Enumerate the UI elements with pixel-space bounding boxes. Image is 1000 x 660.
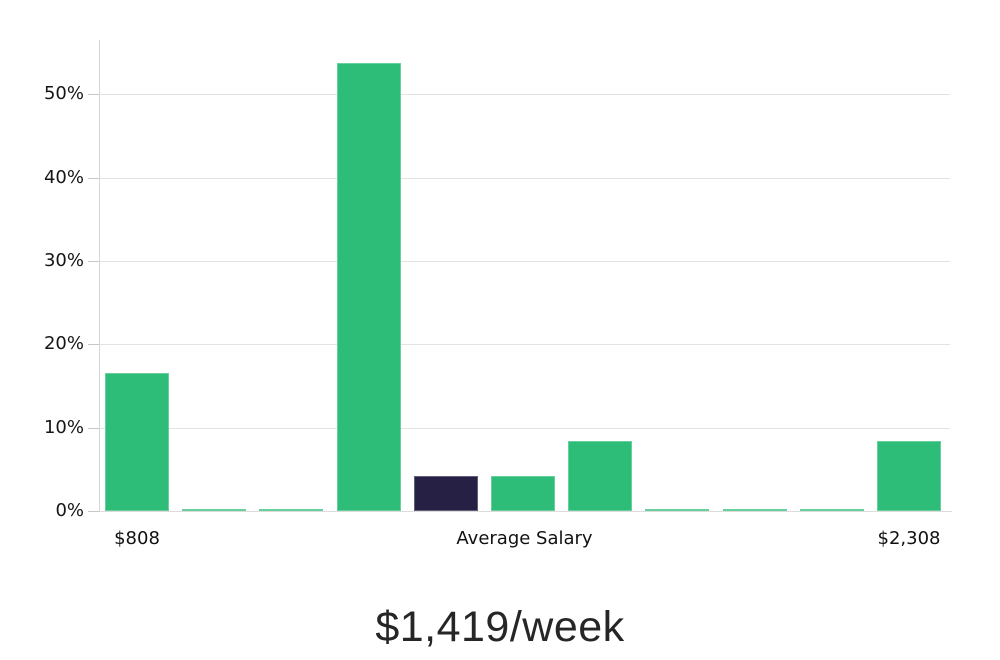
y-axis-tick-mark [88,344,99,346]
gridline [99,94,950,96]
gridline [99,177,950,179]
gridline [99,260,950,262]
gridline [99,344,950,346]
y-axis-tick-label: 0% [55,500,84,521]
y-axis-line [99,40,100,511]
y-axis-tick-mark [88,427,99,429]
gridline [99,427,950,429]
average-weekly-salary-caption: $1,419/week [375,603,625,651]
distribution-bar [105,373,169,511]
distribution-bar [491,476,555,511]
distribution-bar [568,441,633,511]
y-axis-tick-label: 20% [43,333,84,355]
y-axis-tick-mark [88,511,99,512]
x-axis-label: $808 [114,528,160,549]
x-axis-line [99,511,952,512]
distribution-bar [877,441,941,511]
distribution-bar [645,509,710,511]
y-axis-tick-mark [88,260,99,262]
x-axis-label: Average Salary [456,528,593,549]
y-axis-tick-mark [88,177,99,179]
y-axis-tick-label: 10% [43,416,84,438]
y-axis-tick-label: 30% [43,249,84,271]
distribution-bar [722,509,787,511]
y-axis-tick-mark [88,94,99,96]
y-axis-tick-label: 40% [43,166,84,188]
distribution-bar [799,509,864,511]
y-axis-tick-label: 50% [43,83,84,105]
x-axis-label: $2,308 [877,528,941,549]
distribution-bar [336,63,401,511]
average-salary-bar [413,476,478,511]
distribution-bar [259,509,324,511]
distribution-bar [182,509,247,511]
